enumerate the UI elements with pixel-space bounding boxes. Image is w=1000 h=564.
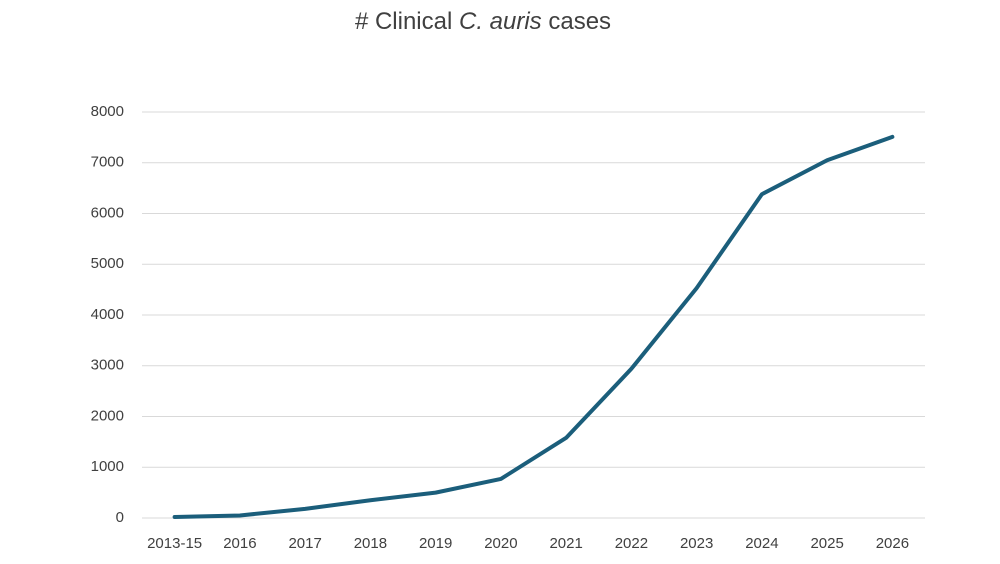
x-tick-label: 2016 xyxy=(223,535,256,552)
y-tick-label: 8000 xyxy=(91,103,124,120)
title-part: # Clinical xyxy=(354,8,453,35)
x-tick-label: 2024 xyxy=(745,535,778,552)
x-tick-label: 2020 xyxy=(484,535,517,552)
x-tick-label: 2026 xyxy=(876,535,909,552)
y-tick-label: 0 xyxy=(116,509,124,526)
x-tick-label: 2023 xyxy=(680,535,713,552)
title-part: cases xyxy=(548,8,612,35)
chart-title: # Clinical C. auris cases xyxy=(0,8,966,36)
data-line xyxy=(172,134,895,519)
y-tick-label: 2000 xyxy=(91,407,124,424)
x-tick-label: 2019 xyxy=(419,535,452,552)
x-tick-label: 2018 xyxy=(354,535,387,552)
title-part: C. auris xyxy=(458,8,542,35)
y-tick-label: 7000 xyxy=(91,154,124,171)
x-tick-label: 2022 xyxy=(615,535,648,552)
x-tick-label: 2013-15 xyxy=(147,535,202,552)
y-tick-label: 5000 xyxy=(91,255,124,272)
y-tick-label: 3000 xyxy=(91,357,124,374)
y-tick-label: 6000 xyxy=(91,204,124,221)
y-tick-label: 4000 xyxy=(91,306,124,323)
x-tick-label: 2017 xyxy=(288,535,321,552)
x-tick-label: 2021 xyxy=(549,535,582,552)
y-tick-label: 1000 xyxy=(91,458,124,475)
x-tick-label: 2025 xyxy=(810,535,843,552)
